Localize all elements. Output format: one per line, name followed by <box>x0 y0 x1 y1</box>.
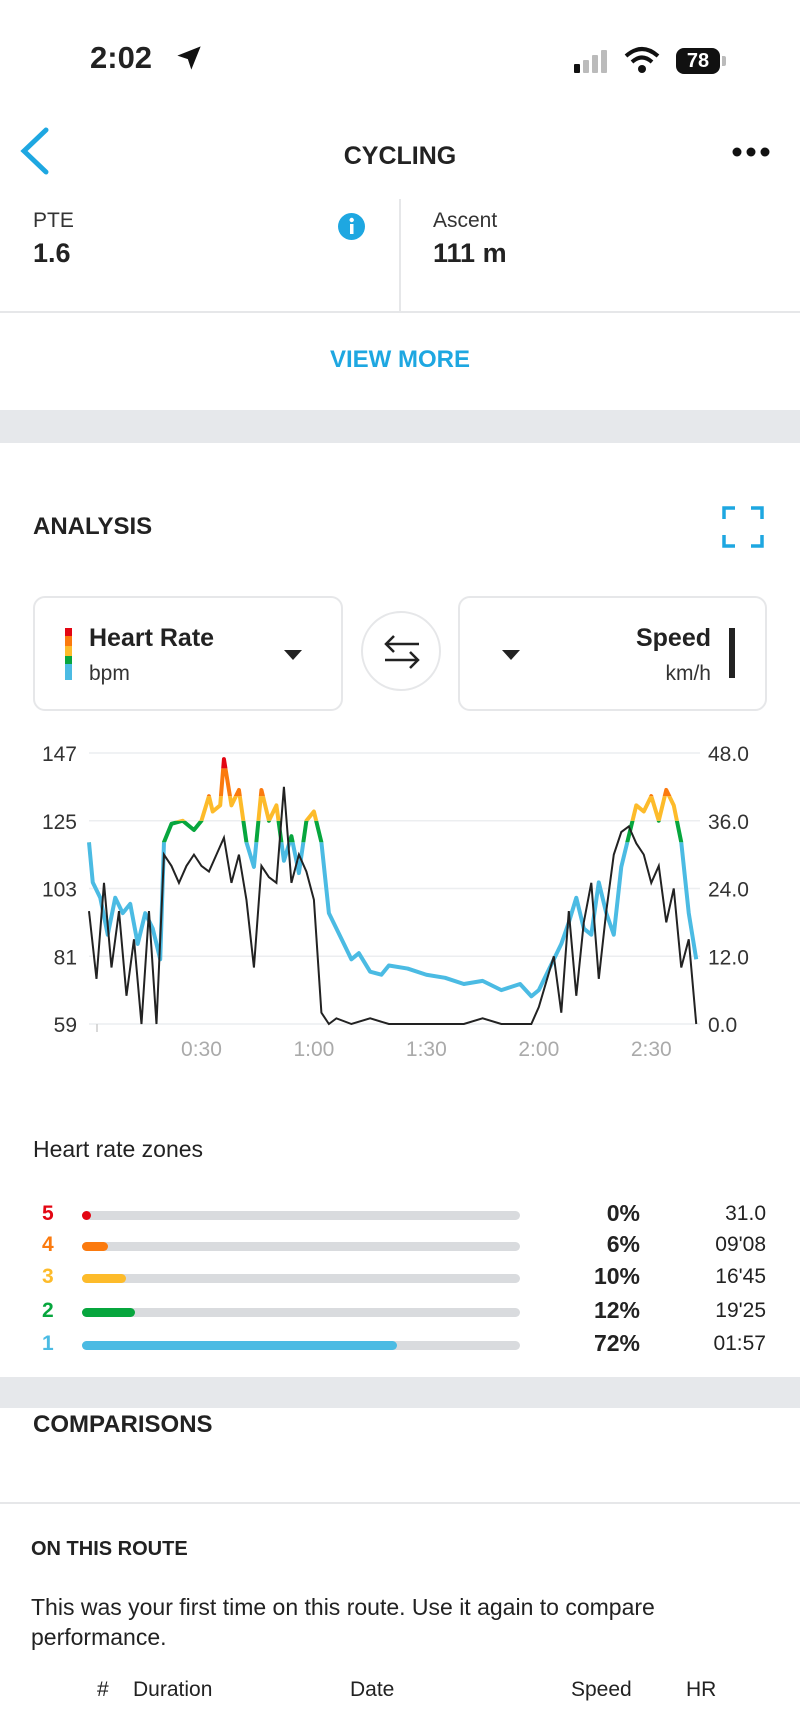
divider <box>0 1502 800 1504</box>
y-right-tick-label: 24.0 <box>708 879 749 902</box>
zone-percent: 72% <box>593 1330 640 1356</box>
cellular-signal-icon <box>574 50 607 73</box>
zone-row-4: 4 6% 09'08 <box>0 1231 800 1263</box>
battery-tip <box>722 56 726 66</box>
column-header-speed[interactable]: Speed <box>571 1678 632 1701</box>
zone-number: 1 <box>42 1332 54 1355</box>
zone-bar-track <box>82 1274 520 1283</box>
left-axis-selector[interactable]: Heart Rate bpm <box>33 596 343 711</box>
section-separator <box>0 1377 800 1408</box>
dropdown-arrow-icon <box>284 650 302 660</box>
wifi-icon <box>624 47 660 73</box>
x-tick-label: 1:30 <box>406 1038 447 1061</box>
dropdown-arrow-icon <box>502 650 520 660</box>
zone-number: 4 <box>42 1233 54 1256</box>
location-arrow-icon <box>177 46 201 70</box>
heart-rate-line-zone-1 <box>87 842 699 999</box>
more-options-icon[interactable] <box>732 146 770 158</box>
zone-row-1: 1 72% 01:57 <box>0 1330 800 1362</box>
zone-time: 31.0 <box>725 1202 766 1225</box>
zone-bar-track <box>82 1242 520 1251</box>
stat-label-ascent: Ascent <box>433 209 498 232</box>
y-right-tick-label: 12.0 <box>708 946 749 969</box>
on-this-route-title: ON THIS ROUTE <box>31 1538 188 1560</box>
swap-axes-button[interactable] <box>361 611 441 691</box>
view-more-link[interactable]: VIEW MORE <box>329 346 470 373</box>
left-selector-title: Heart Rate <box>89 624 215 652</box>
fullscreen-icon[interactable] <box>722 506 764 548</box>
speed-line <box>88 786 698 1026</box>
stat-value-ascent: 111 m <box>433 238 507 268</box>
zone-bar-track <box>82 1341 520 1350</box>
comparisons-title: COMPARISONS <box>33 1411 213 1438</box>
y-right-tick-label: 0.0 <box>708 1014 737 1037</box>
y-right-tick-label: 48.0 <box>708 743 749 766</box>
left-selector-unit: bpm <box>89 662 130 685</box>
analysis-chart[interactable]: 147 48.0 125 36.0 103 24.0 81 12.0 59 0.0 0:30 1:00… <box>0 730 800 1070</box>
right-selector-unit: km/h <box>665 662 711 685</box>
y-left-tick-label: 103 <box>42 879 77 902</box>
zone-number: 2 <box>42 1299 54 1322</box>
zone-row-5: 5 0% 31.0 <box>0 1200 800 1232</box>
section-separator <box>0 410 800 443</box>
battery-level: 78 <box>686 50 710 72</box>
y-left-tick-label: 125 <box>42 811 77 834</box>
zone-percent: 0% <box>606 1200 640 1226</box>
zone-row-3: 3 10% 16'45 <box>0 1263 800 1295</box>
page-title: CYCLING <box>343 142 457 170</box>
y-left-tick-label: 59 <box>54 1014 77 1037</box>
heart-rate-zone-legend-icon <box>65 628 72 680</box>
divider <box>0 311 800 313</box>
zone-number: 3 <box>42 1265 54 1288</box>
stat-divider <box>399 199 401 311</box>
route-message: This was your first time on this route. … <box>31 1594 655 1650</box>
zone-percent: 6% <box>606 1231 640 1257</box>
zone-percent: 12% <box>593 1297 640 1323</box>
zone-bar-track <box>82 1308 520 1317</box>
status-time: 2:02 <box>90 40 153 75</box>
battery-icon: 78 <box>676 48 720 74</box>
zone-time: 09'08 <box>715 1233 766 1256</box>
y-left-tick-label: 81 <box>54 946 77 969</box>
heart-rate-line-zone-4 <box>206 768 672 797</box>
analysis-title: ANALYSIS <box>33 513 153 540</box>
zone-bar-fill <box>82 1274 126 1283</box>
zone-bar-track <box>82 1211 520 1220</box>
zone-bar-fill <box>82 1341 398 1350</box>
stat-value-pte: 1.6 <box>33 238 71 268</box>
zone-number: 5 <box>42 1202 54 1225</box>
x-tick-label: 1:00 <box>293 1038 334 1061</box>
y-left-tick-label: 147 <box>42 743 77 766</box>
zone-time: 19'25 <box>715 1299 766 1322</box>
column-header-hr[interactable]: HR <box>686 1678 717 1701</box>
heart-rate-line-zone-3 <box>175 796 679 821</box>
zone-row-2: 2 12% 19'25 <box>0 1297 800 1329</box>
zone-time: 01:57 <box>713 1332 766 1355</box>
x-tick-label: 2:30 <box>631 1038 672 1061</box>
y-right-tick-label: 36.0 <box>708 811 749 834</box>
column-header-date[interactable]: Date <box>350 1678 395 1701</box>
right-selector-title: Speed <box>635 624 711 652</box>
column-header-duration[interactable]: Duration <box>133 1678 213 1701</box>
zone-bar-fill <box>82 1242 109 1251</box>
stat-label-pte: PTE <box>33 209 74 232</box>
info-icon[interactable] <box>338 213 365 240</box>
zones-title: Heart rate zones <box>33 1136 204 1162</box>
x-tick-label: 2:00 <box>518 1038 559 1061</box>
swap-arrows-icon <box>384 635 420 669</box>
zone-bar-fill <box>82 1308 135 1317</box>
zone-bar-fill <box>82 1211 91 1220</box>
x-tick-label: 0:30 <box>181 1038 222 1061</box>
heart-rate-line-zone-2 <box>88 820 684 843</box>
heart-rate-line-zone-5 <box>221 757 228 769</box>
back-chevron-icon[interactable] <box>16 126 52 176</box>
zone-percent: 10% <box>593 1263 640 1289</box>
speed-legend-icon <box>729 628 735 678</box>
column-header-rank[interactable]: # <box>97 1678 109 1701</box>
right-axis-selector[interactable]: Speed km/h <box>458 596 767 711</box>
zone-time: 16'45 <box>715 1265 766 1288</box>
